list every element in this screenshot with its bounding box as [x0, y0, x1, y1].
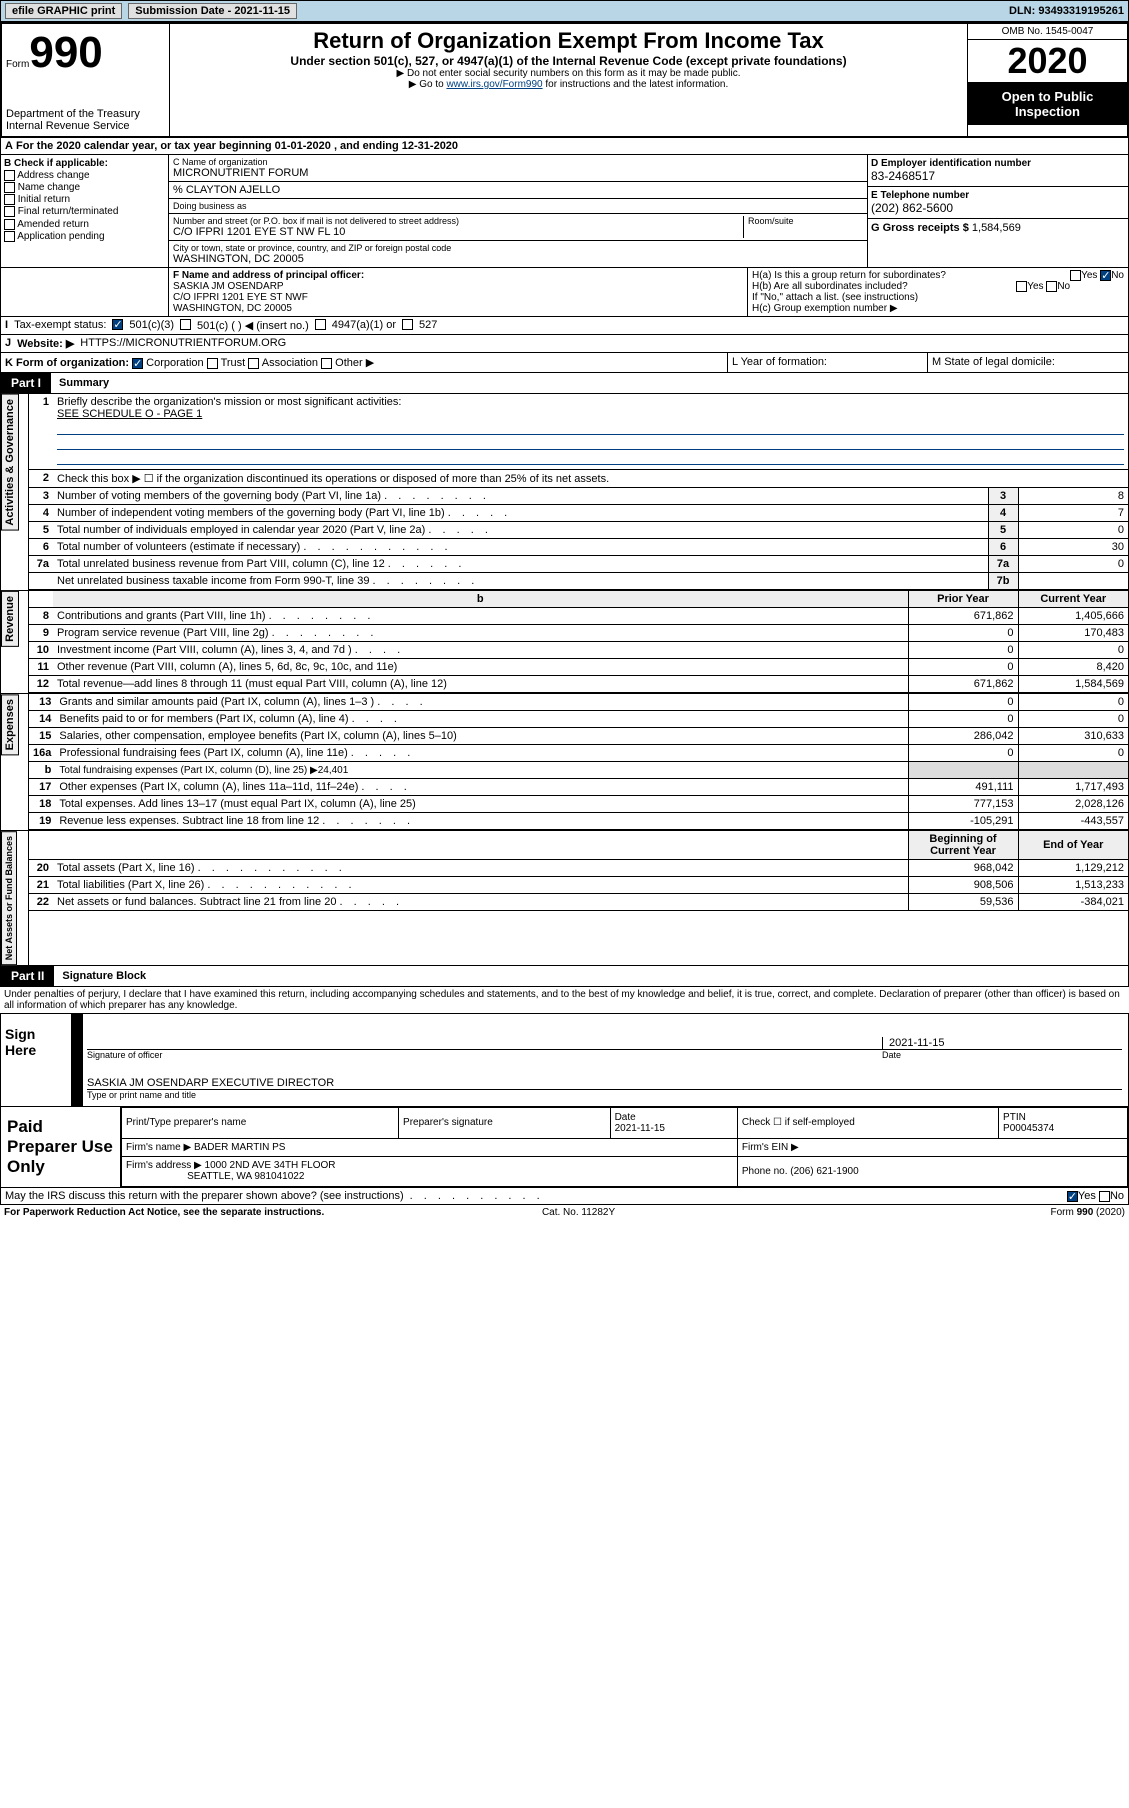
table-row: 5Total number of individuals employed in… [29, 522, 1128, 539]
dept-treasury: Department of the Treasury [6, 108, 165, 120]
row-i: I Tax-exempt status: 501(c)(3) 501(c) ( … [0, 317, 1129, 335]
note-goto-suffix: for instructions and the latest informat… [543, 79, 729, 90]
form-subtitle: Under section 501(c), 527, or 4947(a)(1)… [174, 54, 963, 68]
table-row: 15Salaries, other compensation, employee… [29, 728, 1128, 745]
table-row: 4Number of independent voting members of… [29, 505, 1128, 522]
firm-phone: Phone no. (206) 621-1900 [737, 1156, 1127, 1186]
table-row: 21Total liabilities (Part X, line 26) . … [29, 877, 1128, 894]
form-prefix: Form [6, 59, 29, 70]
table-row: 3Number of voting members of the governi… [29, 488, 1128, 505]
table-row: 10Investment income (Part VIII, column (… [29, 642, 1128, 659]
gross-receipts: 1,584,569 [972, 222, 1021, 234]
table-row: 22Net assets or fund balances. Subtract … [29, 894, 1128, 911]
activities-governance: Activities & Governance 1Briefly describ… [0, 394, 1129, 591]
phone: (202) 862-5600 [871, 201, 1125, 215]
table-row: 17Other expenses (Part IX, column (A), l… [29, 779, 1128, 796]
row-klm: K Form of organization: Corporation Trus… [0, 353, 1129, 373]
note-goto-prefix: ▶ Go to [409, 79, 447, 90]
form-number: 990 [29, 28, 102, 77]
table-row: Net unrelated business taxable income fr… [29, 573, 1128, 590]
table-row: 7aTotal unrelated business revenue from … [29, 556, 1128, 573]
table-row: 18Total expenses. Add lines 13–17 (must … [29, 796, 1128, 813]
firm-name: BADER MARTIN PS [194, 1142, 286, 1153]
table-row: 9Program service revenue (Part VIII, lin… [29, 625, 1128, 642]
part1-header: Part ISummary [0, 373, 1129, 394]
city-state-zip: WASHINGTON, DC 20005 [173, 253, 863, 265]
table-row: 16aProfessional fundraising fees (Part I… [29, 745, 1128, 762]
expenses: Expenses 13Grants and similar amounts pa… [0, 694, 1129, 831]
table-row: 8Contributions and grants (Part VIII, li… [29, 608, 1128, 625]
state-domicile: M State of legal domicile: [928, 353, 1128, 372]
table-row: 11Other revenue (Part VIII, column (A), … [29, 659, 1128, 676]
net-assets: Net Assets or Fund Balances Beginning of… [0, 831, 1129, 966]
table-row: 6Total number of volunteers (estimate if… [29, 539, 1128, 556]
section-b: B Check if applicable: Address change Na… [1, 155, 169, 267]
line-a: A For the 2020 calendar year, or tax yea… [0, 138, 1129, 155]
officer-signature: SASKIA JM OSENDARP EXECUTIVE DIRECTOR [87, 1077, 334, 1089]
subdate-button[interactable]: Submission Date - 2021-11-15 [128, 3, 297, 19]
website[interactable]: HTTPS://MICRONUTRIENTFORUM.ORG [80, 337, 286, 350]
revenue: Revenue bPrior YearCurrent Year 8Contrib… [0, 591, 1129, 694]
ptin: P00045374 [1003, 1123, 1054, 1134]
page-footer: For Paperwork Reduction Act Notice, see … [0, 1205, 1129, 1220]
info-grid: B Check if applicable: Address change Na… [0, 155, 1129, 268]
row-f-h: F Name and address of principal officer:… [0, 268, 1129, 317]
ein: 83-2468517 [871, 169, 1125, 183]
penalties-text: Under penalties of perjury, I declare th… [0, 987, 1129, 1014]
form-header: Form990 Department of the Treasury Inter… [0, 22, 1129, 138]
efile-button[interactable]: efile GRAPHIC print [5, 3, 122, 19]
year-formation: L Year of formation: [728, 353, 928, 372]
care-of: % CLAYTON AJELLO [173, 184, 863, 196]
section-deg: D Employer identification number83-24685… [868, 155, 1128, 267]
table-row: 12Total revenue—add lines 8 through 11 (… [29, 676, 1128, 693]
dept-irs: Internal Revenue Service [6, 120, 165, 132]
open-public: Open to Public Inspection [968, 83, 1127, 125]
table-row: 14Benefits paid to or for members (Part … [29, 711, 1128, 728]
part2-header: Part IISignature Block [0, 966, 1129, 987]
table-row: 20Total assets (Part X, line 16) . . . .… [29, 860, 1128, 877]
org-name: MICRONUTRIENT FORUM [173, 167, 863, 179]
street-address: C/O IFPRI 1201 EYE ST NW FL 10 [173, 226, 743, 238]
table-row: bTotal fundraising expenses (Part IX, co… [29, 762, 1128, 779]
table-row: 19Revenue less expenses. Subtract line 1… [29, 813, 1128, 830]
topbar: efile GRAPHIC print Submission Date - 20… [0, 0, 1129, 22]
table-row: 13Grants and similar amounts paid (Part … [29, 694, 1128, 711]
paid-preparer-block: Paid Preparer Use Only Print/Type prepar… [0, 1107, 1129, 1188]
note-no-ssn: ▶ Do not enter social security numbers o… [174, 68, 963, 79]
section-c: C Name of organizationMICRONUTRIENT FORU… [169, 155, 868, 267]
irs-link[interactable]: www.irs.gov/Form990 [446, 79, 542, 90]
form-title: Return of Organization Exempt From Incom… [174, 28, 963, 54]
sign-here-block: Sign Here 2021-11-15 Signature of office… [0, 1014, 1129, 1107]
dln: DLN: 93493319195261 [1009, 5, 1124, 17]
omb-number: OMB No. 1545-0047 [968, 24, 1127, 40]
discuss-row: May the IRS discuss this return with the… [0, 1188, 1129, 1205]
row-j: J Website: ▶ HTTPS://MICRONUTRIENTFORUM.… [0, 335, 1129, 353]
officer-name: SASKIA JM OSENDARP [173, 281, 284, 292]
mission: SEE SCHEDULE O - PAGE 1 [57, 408, 202, 420]
tax-year: 2020 [968, 40, 1127, 83]
